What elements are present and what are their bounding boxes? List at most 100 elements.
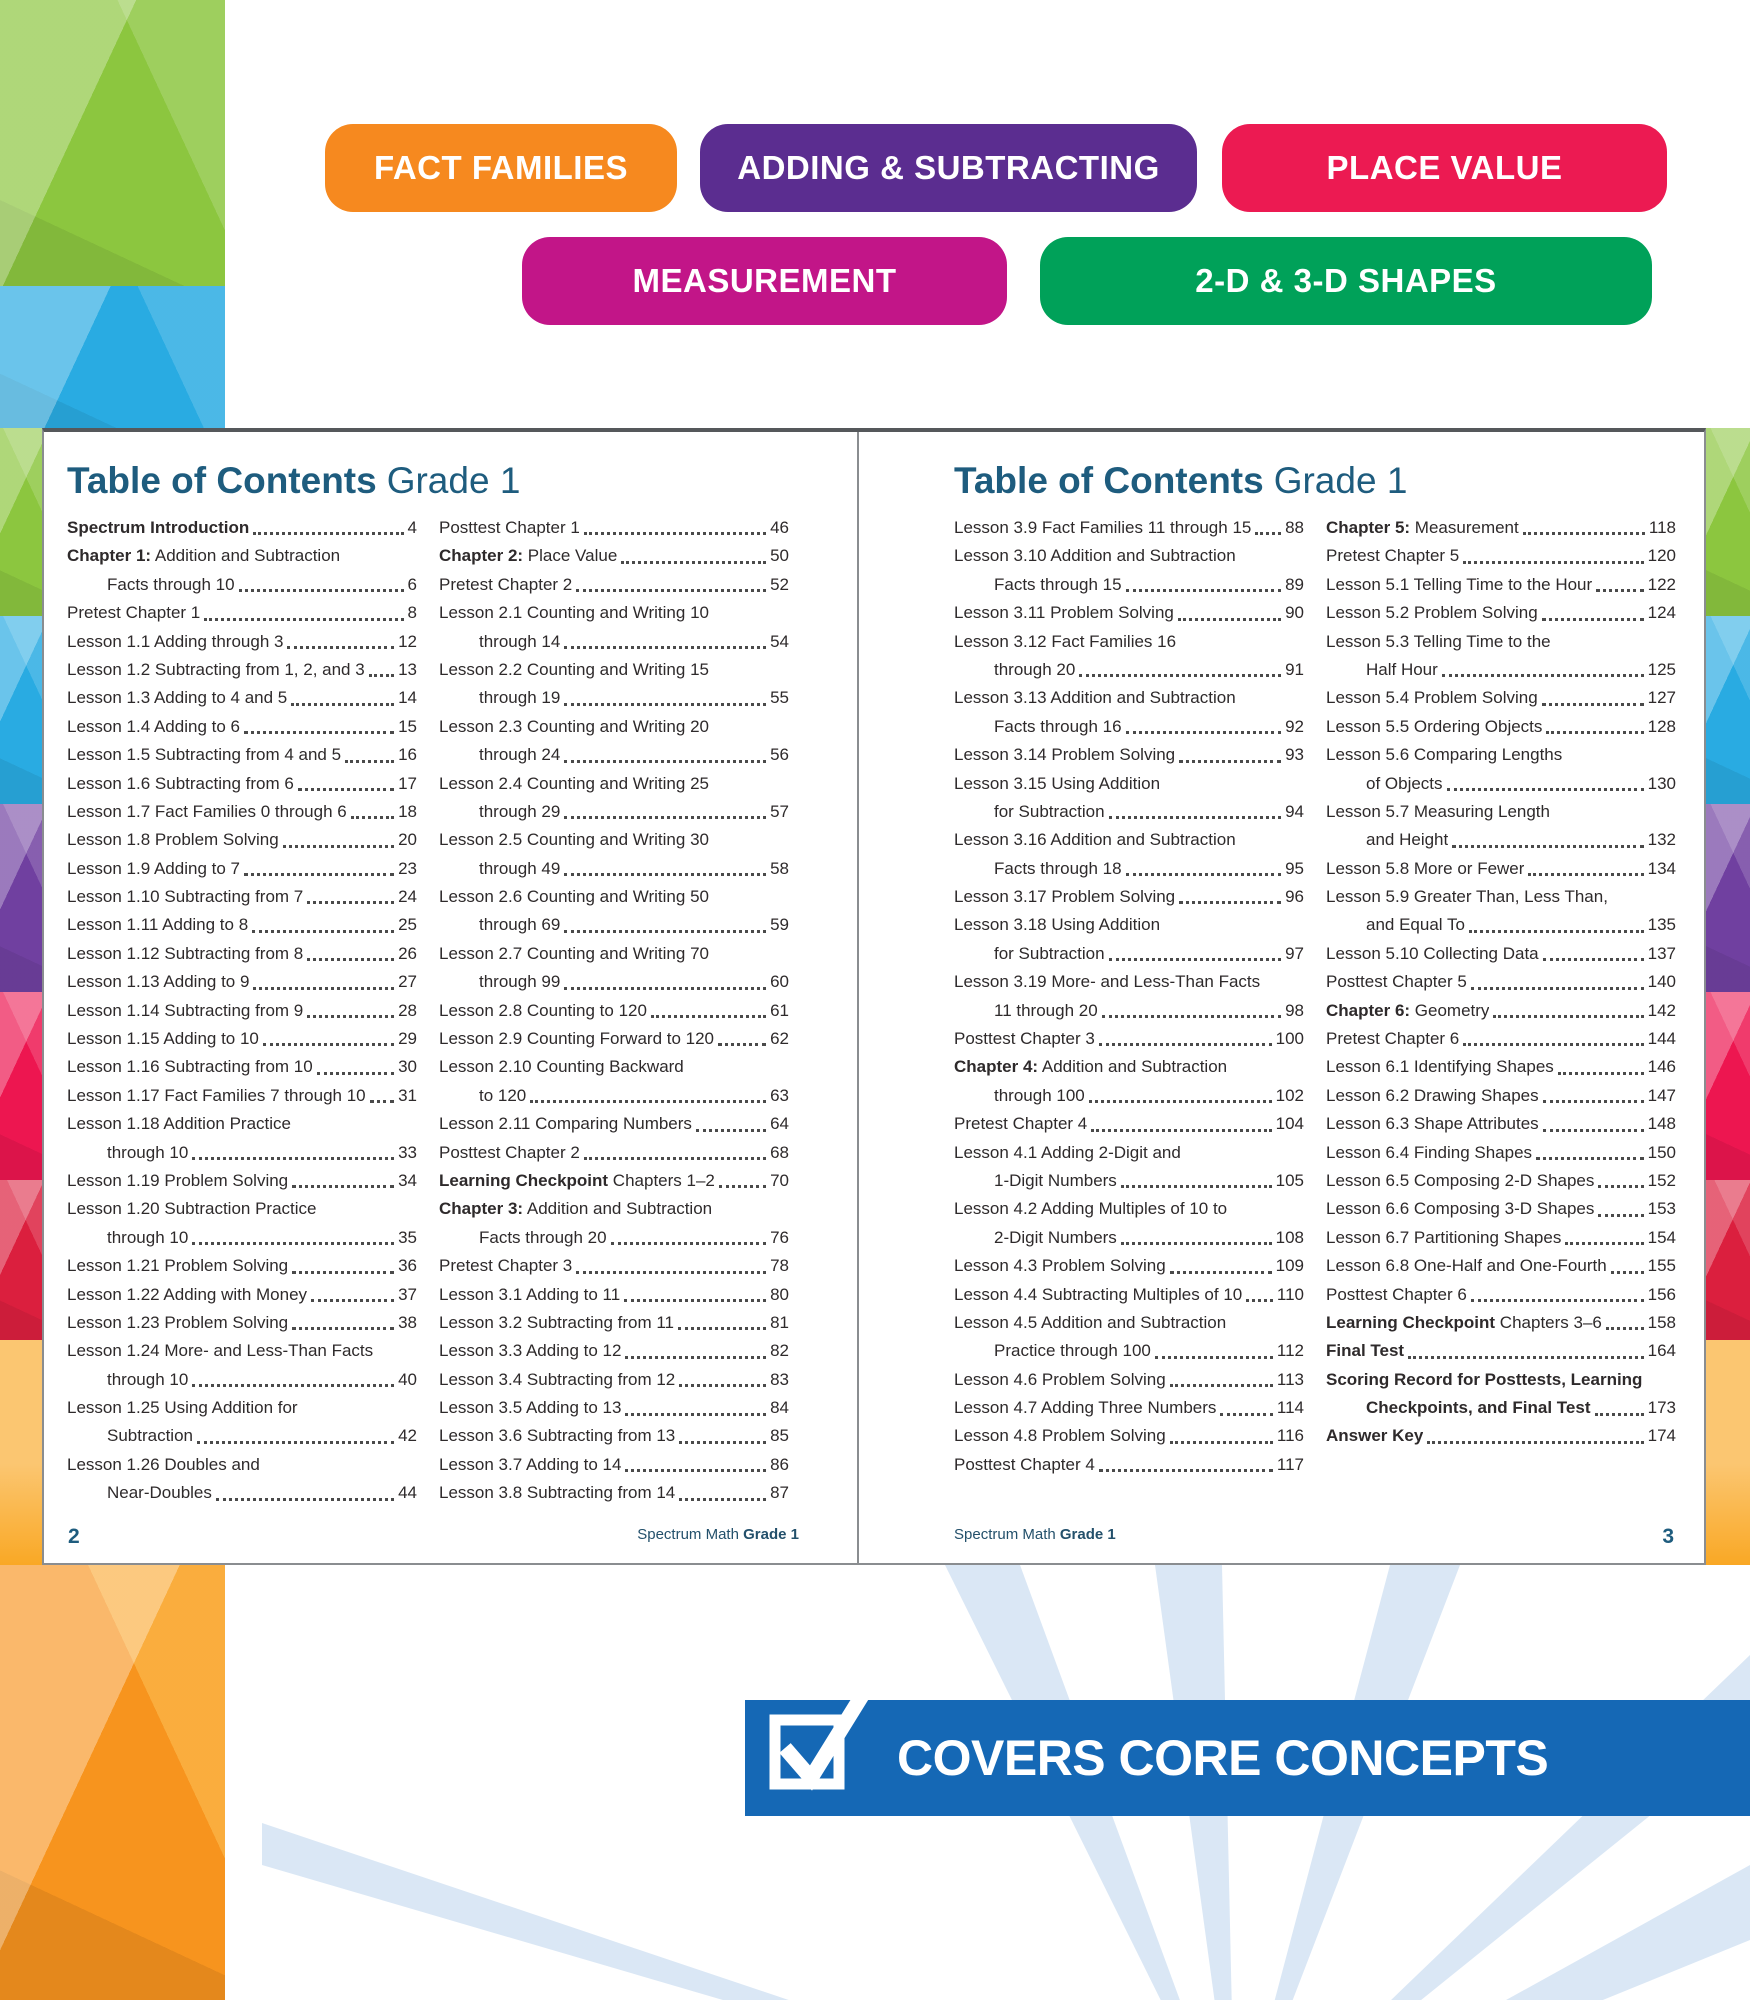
toc-entry: through 20 91 xyxy=(954,656,1304,684)
dot-leader xyxy=(625,1355,767,1359)
dot-leader xyxy=(564,645,767,649)
toc-entry: Lesson 1.9 Adding to 7 23 xyxy=(67,855,417,883)
toc-entry: Lesson 3.6 Subtracting from 13 85 xyxy=(439,1423,789,1451)
page-title-bold: Table of Contents xyxy=(67,460,377,501)
toc-entry: through 10 33 xyxy=(67,1139,417,1167)
toc-entry-page: 102 xyxy=(1275,1085,1304,1105)
badge-label: PLACE VALUE xyxy=(1326,149,1563,186)
toc-entry: Lesson 1.17 Fact Families 7 through 10 31 xyxy=(67,1082,417,1110)
toc-entry: through 49 58 xyxy=(439,855,789,883)
dot-leader xyxy=(1470,1298,1644,1302)
dot-leader xyxy=(1125,731,1282,735)
toc-entry: Lesson 6.5 Composing 2-D Shapes 152 xyxy=(1326,1167,1676,1195)
toc-entry: and Height 132 xyxy=(1326,826,1676,854)
dot-leader xyxy=(297,787,395,791)
dot-leader xyxy=(192,1156,395,1160)
toc-entry-page: 34 xyxy=(398,1170,417,1190)
dot-leader xyxy=(1463,560,1644,564)
toc-entry: Pretest Chapter 2 52 xyxy=(439,571,789,599)
toc-entry: Lesson 1.11 Adding to 8 25 xyxy=(67,911,417,939)
toc-entry: Lesson 1.12 Subtracting from 8 26 xyxy=(67,940,417,968)
dot-leader xyxy=(621,560,767,564)
toc-entry: Lesson 3.1 Adding to 11 80 xyxy=(439,1281,789,1309)
toc-entry: Chapter 1: Addition and Subtraction xyxy=(67,546,341,566)
toc-entry-page: 114 xyxy=(1276,1398,1304,1418)
toc-entry-page: 28 xyxy=(398,1000,417,1020)
dot-leader xyxy=(1536,1156,1644,1160)
dot-leader xyxy=(292,1327,395,1331)
toc-entry-page: 58 xyxy=(770,858,789,878)
toc-entry-page: 125 xyxy=(1647,659,1676,679)
toc-entry: Lesson 6.7 Partitioning Shapes 154 xyxy=(1326,1224,1676,1252)
dot-leader xyxy=(583,532,767,536)
toc-entry: Lesson 2.3 Counting and Writing 20 xyxy=(439,716,709,736)
dot-leader xyxy=(307,901,395,905)
toc-entry: Lesson 1.13 Adding to 9 27 xyxy=(67,968,417,996)
dot-leader xyxy=(1169,1384,1273,1388)
dot-leader xyxy=(1542,1100,1644,1104)
toc-entry-page: 132 xyxy=(1647,830,1676,850)
toc-entry: Learning Checkpoint Chapters 3–6 158 xyxy=(1326,1309,1676,1337)
dot-leader xyxy=(1098,1469,1273,1473)
dot-leader xyxy=(253,532,404,536)
dot-leader xyxy=(1542,1128,1644,1132)
toc-entry: Lesson 1.16 Subtracting from 10 30 xyxy=(67,1053,417,1081)
book-spread: Table of Contents Grade 1 Spectrum Introd… xyxy=(42,428,1706,1565)
dot-leader xyxy=(1169,1440,1273,1444)
toc-entry: Lesson 1.1 Adding through 3 12 xyxy=(67,628,417,656)
toc-entry: Lesson 5.5 Ordering Objects 128 xyxy=(1326,713,1676,741)
toc-entry: Posttest Chapter 6 156 xyxy=(1326,1281,1676,1309)
toc-entry: 1-Digit Numbers 105 xyxy=(954,1167,1304,1195)
toc-entry: Lesson 6.2 Drawing Shapes 147 xyxy=(1326,1082,1676,1110)
toc-entry: Near-Doubles 44 xyxy=(67,1479,417,1507)
toc-entry: Lesson 2.6 Counting and Writing 50 xyxy=(439,887,709,907)
toc-entry-page: 130 xyxy=(1647,773,1676,793)
dot-leader xyxy=(311,1298,395,1302)
toc-entry: Lesson 3.12 Fact Families 16 xyxy=(954,631,1177,651)
badge-measurement: MEASUREMENT xyxy=(522,237,1007,325)
dot-leader xyxy=(1255,532,1282,536)
toc-entry-page: 18 xyxy=(398,801,417,821)
dot-leader xyxy=(564,873,767,877)
toc-entry-page: 108 xyxy=(1275,1227,1304,1247)
toc-entry-page: 59 xyxy=(770,915,789,935)
toc-entry-page: 89 xyxy=(1285,574,1304,594)
footer-brand-name: Spectrum Math xyxy=(954,1526,1056,1543)
toc-entry-page: 83 xyxy=(770,1369,789,1389)
dot-leader xyxy=(1246,1298,1273,1302)
dot-leader xyxy=(197,1440,395,1444)
toc-entry: through 10 40 xyxy=(67,1366,417,1394)
toc-entry-page: 154 xyxy=(1647,1227,1676,1247)
toc-entry-page: 150 xyxy=(1647,1142,1676,1162)
toc-entry: 2-Digit Numbers 108 xyxy=(954,1224,1304,1252)
toc-entry: Lesson 2.9 Counting Forward to 120 62 xyxy=(439,1025,789,1053)
toc-entry: Facts through 15 89 xyxy=(954,571,1304,599)
toc-entry-page: 152 xyxy=(1647,1170,1676,1190)
toc-entry: Lesson 1.20 Subtraction Practice xyxy=(67,1199,317,1219)
toc-entry: through 29 57 xyxy=(439,798,789,826)
decor-right-strip xyxy=(1706,428,1750,1565)
dot-leader xyxy=(1557,1071,1644,1075)
toc-entry-page: 4 xyxy=(407,517,417,537)
toc-entry: Lesson 6.3 Shape Attributes 148 xyxy=(1326,1110,1676,1138)
toc-entry: Chapter 5: Measurement 118 xyxy=(1326,514,1676,542)
dot-leader xyxy=(564,986,767,990)
toc-entry: Lesson 3.3 Adding to 12 82 xyxy=(439,1337,789,1365)
toc-entry-page: 110 xyxy=(1276,1284,1304,1304)
toc-entry: Lesson 4.3 Problem Solving 109 xyxy=(954,1252,1304,1280)
toc-entry-page: 17 xyxy=(398,773,417,793)
toc-entry: Answer Key 174 xyxy=(1326,1423,1676,1451)
toc-entry: Half Hour 125 xyxy=(1326,656,1676,684)
toc-entry-page: 87 xyxy=(770,1483,789,1503)
dot-leader xyxy=(1605,1327,1644,1331)
toc-entry: Lesson 1.24 More- and Less-Than Facts xyxy=(67,1341,374,1361)
toc-entry: Lesson 3.8 Subtracting from 14 87 xyxy=(439,1479,789,1507)
footer-brand: Spectrum Math Grade 1 xyxy=(637,1526,799,1543)
toc-entry: Posttest Chapter 2 68 xyxy=(439,1139,789,1167)
dot-leader xyxy=(1220,1412,1273,1416)
toc-entry-page: 97 xyxy=(1285,943,1304,963)
toc-entry: Practice through 100 112 xyxy=(954,1337,1304,1365)
toc-entry: Lesson 1.19 Problem Solving 34 xyxy=(67,1167,417,1195)
toc-entry: Lesson 3.11 Problem Solving 90 xyxy=(954,599,1304,627)
toc-entry: Lesson 1.22 Adding with Money 37 xyxy=(67,1281,417,1309)
